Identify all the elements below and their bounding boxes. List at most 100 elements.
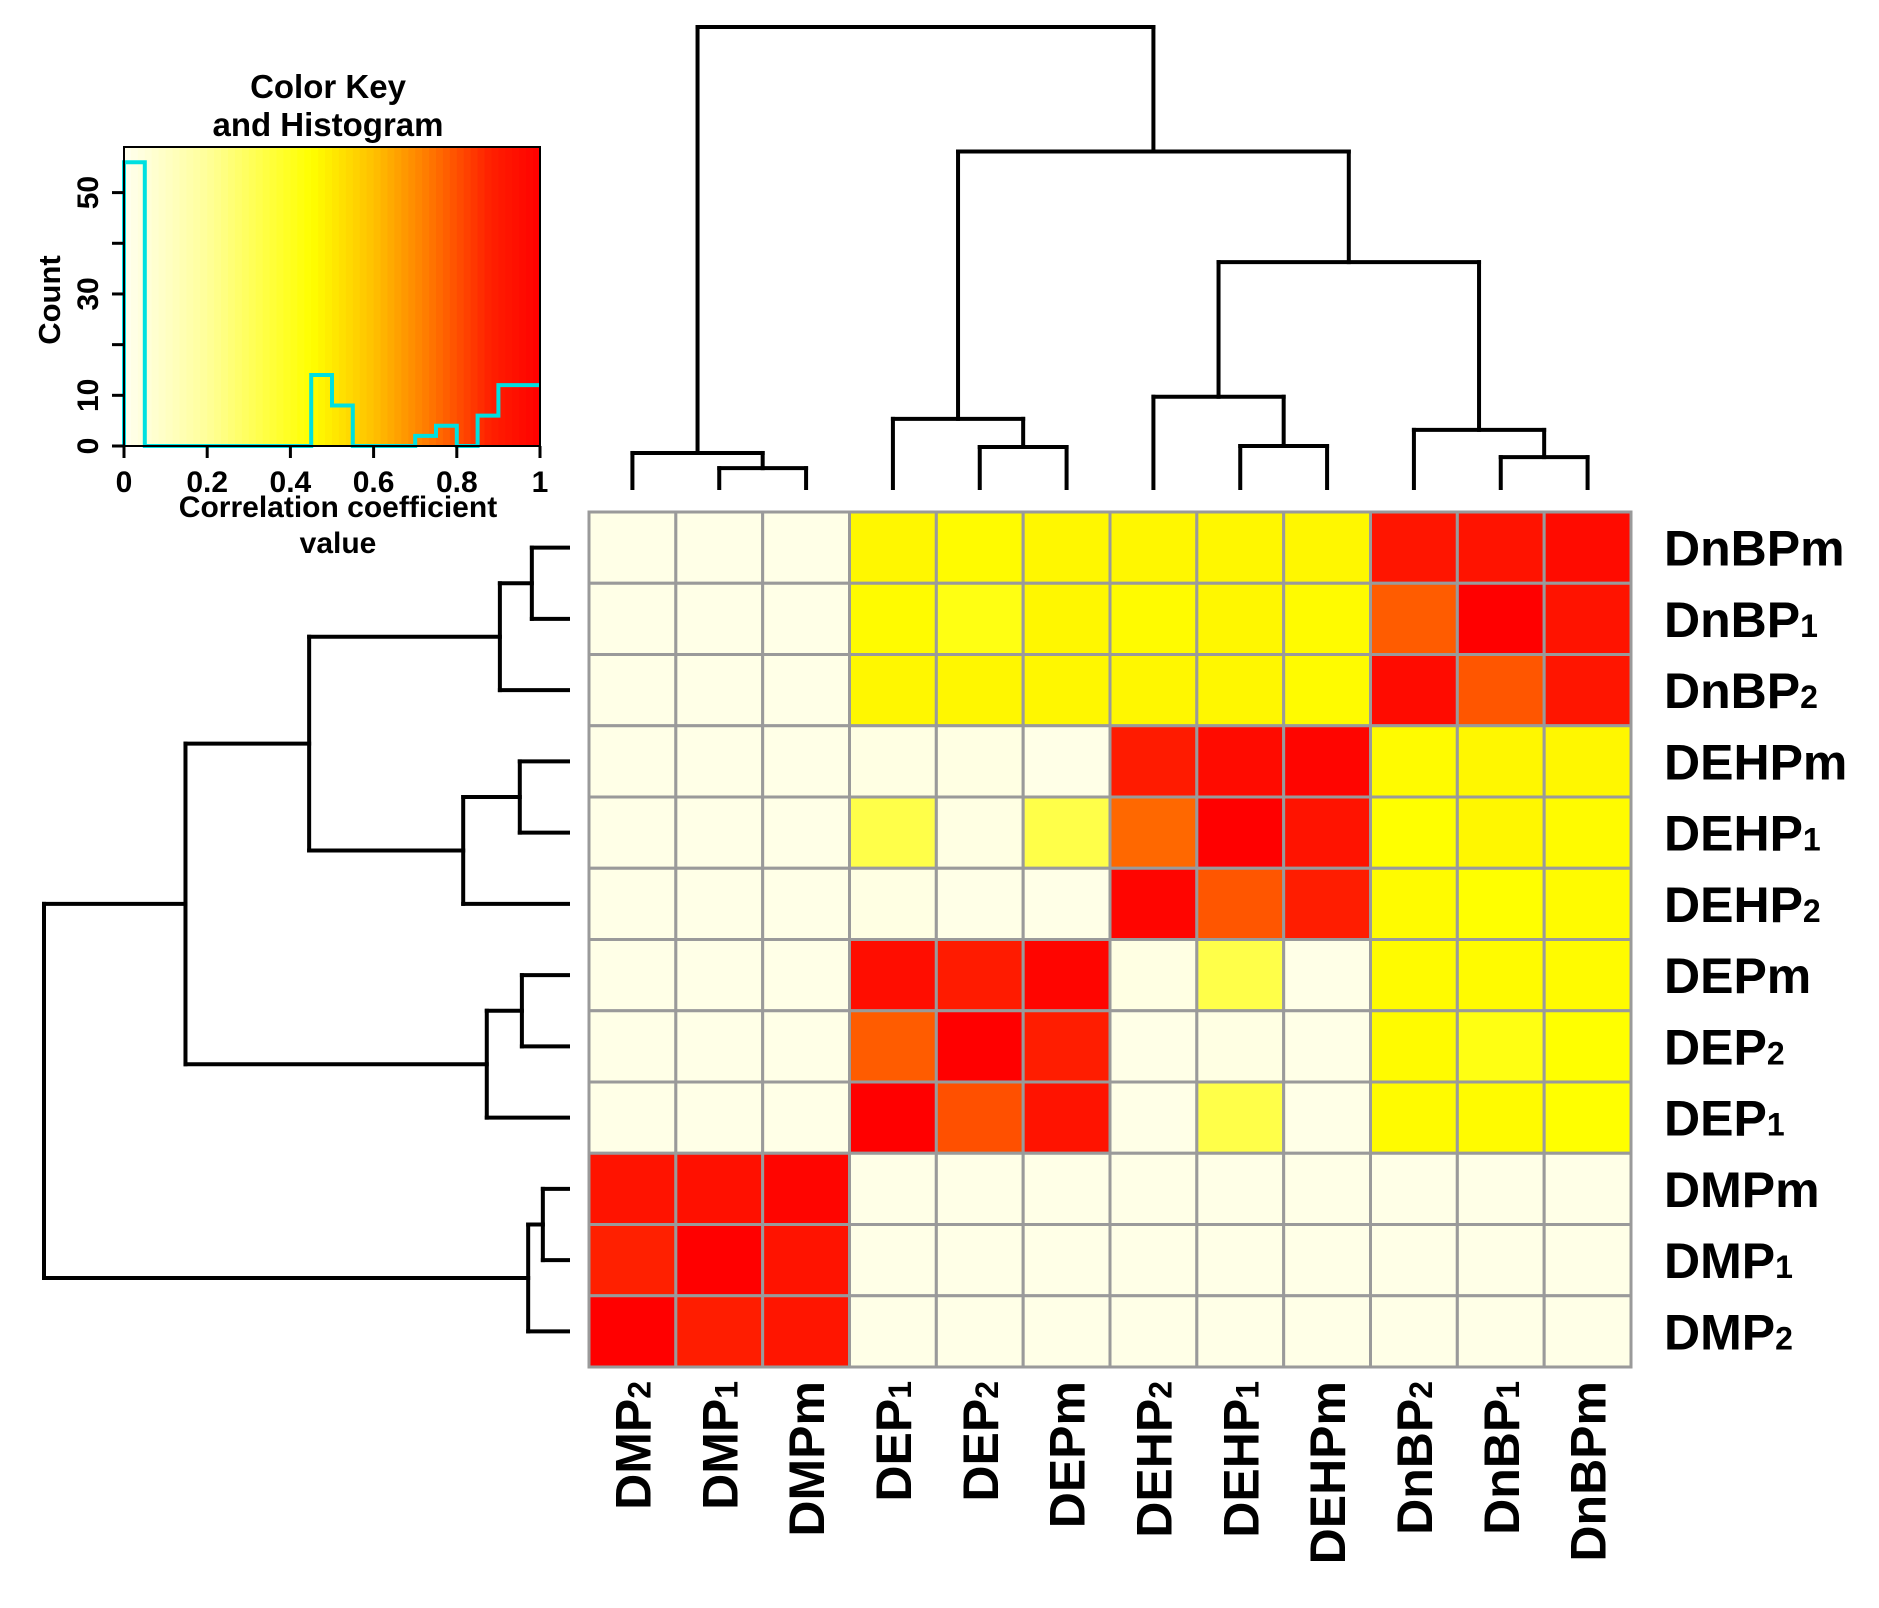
heatmap-cell — [761, 938, 852, 1013]
heatmap-cell — [761, 795, 852, 870]
heatmap-cell — [1455, 510, 1546, 585]
heatmap-cell — [934, 1080, 1025, 1155]
heatmap-cell — [1282, 866, 1372, 941]
heatmap-cell — [1455, 1294, 1546, 1369]
color-key-swatch — [137, 147, 146, 446]
label-subscript: 2 — [969, 1381, 1005, 1399]
heatmap-cell — [1108, 795, 1199, 870]
color-key-swatch — [512, 147, 520, 446]
column-label: DEHP2 — [1126, 1381, 1182, 1538]
color-key-frame — [123, 146, 541, 447]
heatmap-cell — [1021, 1009, 1112, 1084]
heatmap-cell — [1369, 510, 1459, 585]
heatmap-cell — [587, 653, 678, 728]
label-main: DMP — [1664, 1233, 1775, 1289]
row-label: DMP2 — [1664, 1304, 1793, 1360]
x-tick-label: 0.8 — [436, 466, 478, 499]
heatmap-cell — [1455, 1223, 1546, 1298]
color-key-swatch — [505, 147, 513, 446]
heatmap-cell — [761, 866, 852, 941]
column-label: DnBPm — [1561, 1381, 1617, 1562]
heatmap-cell — [587, 724, 678, 799]
heatmap-cells — [587, 510, 1633, 1369]
color-key-swatch — [304, 147, 312, 446]
heatmap-cell — [1542, 1151, 1633, 1226]
heatmap-cell — [1455, 938, 1546, 1013]
heatmap-cell — [1021, 1151, 1112, 1226]
column-label: DEHP1 — [1213, 1381, 1269, 1538]
column-label: DnBP2 — [1387, 1381, 1443, 1535]
color-key-swatch — [297, 147, 305, 446]
heatmap-cell — [587, 866, 678, 941]
color-key-swatch — [311, 147, 319, 446]
heatmap-cell — [1282, 1151, 1372, 1226]
color-key-gradient — [124, 147, 541, 446]
label-main: DnBP — [1387, 1399, 1443, 1535]
row-label: DEP2 — [1664, 1019, 1785, 1075]
heatmap-cell — [1369, 1009, 1459, 1084]
color-key-swatch — [422, 147, 430, 446]
heatmap-cell — [761, 1009, 852, 1084]
label-main: DnBP — [1474, 1399, 1530, 1535]
heatmap-cell — [934, 1009, 1025, 1084]
color-key-swatch — [519, 147, 527, 446]
row-label: DnBP1 — [1664, 592, 1818, 648]
heatmap-cell — [1195, 1009, 1286, 1084]
heatmap-cell — [761, 1294, 852, 1369]
heatmap-cell — [1108, 581, 1199, 656]
color-key-swatch — [332, 147, 340, 446]
label-main: DEPm — [1040, 1381, 1096, 1528]
heatmap-cell — [674, 1151, 765, 1226]
heatmap-cell — [674, 866, 765, 941]
heatmap-cell — [587, 510, 678, 585]
heatmap-cell — [848, 653, 938, 728]
heatmap-cell — [1021, 581, 1112, 656]
color-key-swatch — [186, 147, 194, 446]
row-label: DnBPm — [1664, 521, 1845, 577]
heatmap-cell — [1195, 653, 1286, 728]
heatmap-cell — [761, 724, 852, 799]
label-subscript: 1 — [1800, 608, 1818, 644]
column-label: DEP2 — [953, 1381, 1009, 1502]
label-main: DnBPm — [1561, 1381, 1617, 1562]
heatmap-cell — [587, 1223, 678, 1298]
column-label: DEHPm — [1300, 1381, 1356, 1564]
heatmap-cell — [674, 581, 765, 656]
heatmap-cell — [674, 510, 765, 585]
heatmap-cell — [587, 795, 678, 870]
heatmap-cell — [1282, 653, 1372, 728]
heatmap-cell — [934, 653, 1025, 728]
heatmap-cell — [1108, 1009, 1199, 1084]
color-key-swatch — [262, 147, 271, 446]
label-main: DnBP — [1664, 663, 1800, 719]
heatmap-cell — [1542, 1294, 1633, 1369]
y-tick-label: 30 — [72, 277, 105, 310]
label-main: DMP — [1664, 1304, 1775, 1360]
label-subscript: 1 — [708, 1381, 744, 1399]
row-label: DMP1 — [1664, 1233, 1793, 1289]
heatmap-cell — [1455, 795, 1546, 870]
heatmap-cell — [761, 653, 852, 728]
label-subscript: 1 — [1767, 1107, 1785, 1143]
heatmap-cell — [1021, 866, 1112, 941]
heatmap-cell — [674, 795, 765, 870]
color-key-swatch — [345, 147, 354, 446]
heatmap-cell — [1282, 510, 1372, 585]
heatmap-cell — [1021, 653, 1112, 728]
heatmap-cell — [934, 866, 1025, 941]
heatmap-cell — [1021, 795, 1112, 870]
color-key-swatch — [498, 147, 506, 446]
row-label: DEHP1 — [1664, 806, 1821, 862]
heatmap-cell — [1369, 866, 1459, 941]
label-main: DMPm — [1664, 1162, 1820, 1218]
color-key-swatch — [456, 147, 465, 446]
heatmap-cell — [1369, 653, 1459, 728]
heatmap-cell — [1108, 510, 1199, 585]
color-key-swatch — [380, 147, 389, 446]
heatmap-cell — [587, 581, 678, 656]
y-tick-label: 10 — [72, 379, 105, 412]
heatmap-cell — [1021, 1080, 1112, 1155]
color-key-title-line2: and Histogram — [212, 106, 443, 143]
